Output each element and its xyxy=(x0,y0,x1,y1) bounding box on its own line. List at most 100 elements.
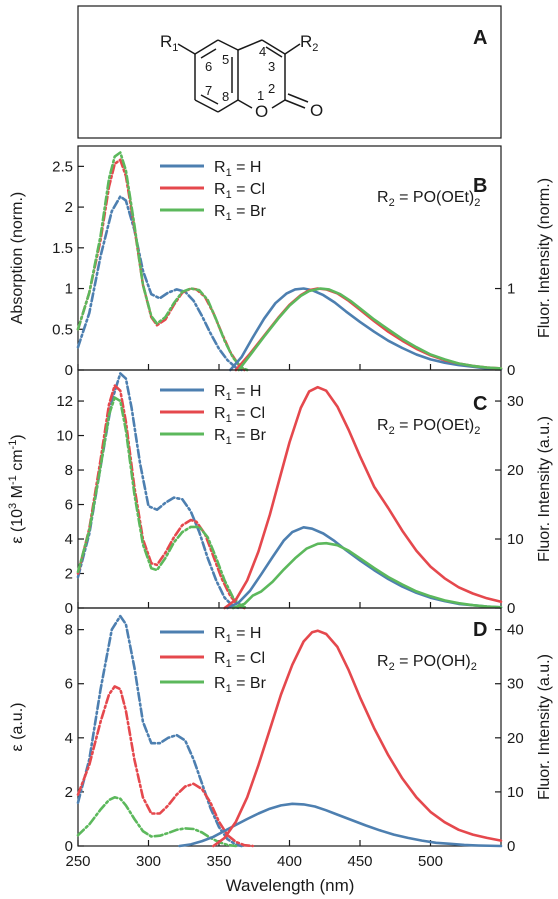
legend-label-br: R1 = Br xyxy=(214,203,267,223)
series-fluorescence-h xyxy=(229,287,503,372)
legend-label-cl: R1 = Cl xyxy=(214,181,265,201)
position-8: 8 xyxy=(222,89,229,104)
panel-c-annotation: R2 = PO(OEt)2 xyxy=(377,417,480,437)
panel-c-y2tick-label: 10 xyxy=(507,531,524,548)
series-fluorescence-cl xyxy=(223,385,503,610)
x-axis: 250 300 350 400 450 500 xyxy=(65,853,443,870)
panel-label-c: C xyxy=(473,393,487,415)
legend-label-br: R1 = Br xyxy=(214,427,267,447)
panel-label-d: D xyxy=(473,619,487,641)
panel-d-plot: 0 2 4 6 8 0 10 20 30 40 xyxy=(65,614,524,855)
panel-d-y2tick-label: 10 xyxy=(507,784,524,801)
panel-c-ytick-label: 2 xyxy=(65,566,73,583)
panel-c-ytick-label: 10 xyxy=(56,428,73,445)
panel-c-y2label: Fluor. Intensity (a.u.) xyxy=(536,416,553,562)
panel-b-ytick-label: 1 xyxy=(65,281,73,298)
panel-c-y2tick-label: 0 xyxy=(507,600,515,617)
series-fluorescence-br xyxy=(237,287,503,372)
series-fluorescence-h xyxy=(178,802,503,848)
position-3: 3 xyxy=(268,59,275,74)
panel-b-ytick-label: 2.5 xyxy=(52,158,73,175)
x-tick-label: 300 xyxy=(136,853,161,870)
structure-atoms: R1 R2 O O 5 4 6 3 7 8 1 2 xyxy=(160,32,323,121)
x-axis-label: Wavelength (nm) xyxy=(226,876,355,895)
x-tick-label: 400 xyxy=(277,853,302,870)
panel-b-ytick-label: 1.5 xyxy=(52,240,73,257)
panel-d-legend: R1 = H R1 = Cl R1 = Br xyxy=(160,625,267,695)
panel-c-ytick-label: 8 xyxy=(65,462,73,479)
x-tick-label: 450 xyxy=(347,853,372,870)
panel-c-y2tick-label: 20 xyxy=(507,462,524,479)
x-tick-label: 250 xyxy=(65,853,90,870)
panel-c-plot: 0 2 4 6 8 10 12 0 10 20 30 xyxy=(56,372,524,617)
panel-b-plot: 0 0.5 1 1.5 2 2.5 0 1 xyxy=(52,151,515,379)
panel-d-y2tick-label: 20 xyxy=(507,730,524,747)
panel-b-ytick-label: 0 xyxy=(65,362,73,379)
legend-label-h: R1 = H xyxy=(214,159,261,179)
panel-label-b: B xyxy=(473,175,487,197)
spectrum-panel-b: B R2 = PO(OEt)2 Absorption (norm.) Fluor… xyxy=(9,145,553,379)
panel-d-y2label: Fluor. Intensity (a.u.) xyxy=(536,654,553,800)
series-absorption-h xyxy=(76,372,240,610)
legend-label-cl: R1 = Cl xyxy=(214,405,265,425)
position-5: 5 xyxy=(222,52,229,67)
panel-d-y2tick-label: 30 xyxy=(507,676,524,693)
panel-c-legend: R1 = H R1 = Cl R1 = Br xyxy=(160,383,267,447)
position-1: 1 xyxy=(257,88,264,103)
position-4: 4 xyxy=(259,44,266,59)
series-fluorescence-cl xyxy=(212,629,503,848)
panel-d-ytick-label: 6 xyxy=(65,676,73,693)
panel-c-ytick-label: 4 xyxy=(65,531,73,548)
panel-b-y2label: Fluor. Intensity (norm.) xyxy=(536,178,553,338)
panel-label-a: A xyxy=(473,27,487,49)
panel-d-annotation: R2 = PO(OH)2 xyxy=(377,653,477,673)
panel-d-frame xyxy=(77,607,502,847)
panel-d-y2tick-label: 0 xyxy=(507,838,515,855)
x-tick-label: 500 xyxy=(418,853,443,870)
panel-d-ytick-label: 0 xyxy=(65,838,73,855)
panel-d-ytick-label: 4 xyxy=(65,730,73,747)
series-absorption-cl xyxy=(76,384,246,610)
panel-d-ylabel: ε (a.u.) xyxy=(9,703,26,752)
series-absorption-br xyxy=(76,151,249,372)
series-fluorescence-h xyxy=(226,525,503,610)
series-absorption-h xyxy=(76,195,243,372)
panel-b-y2tick-label: 1 xyxy=(507,281,515,298)
panel-d-ytick-label: 2 xyxy=(65,784,73,801)
legend-label-h: R1 = H xyxy=(214,625,261,645)
position-7: 7 xyxy=(205,83,212,98)
panel-b-ytick-label: 0.5 xyxy=(52,321,73,338)
carbonyl-oxygen: O xyxy=(310,101,323,120)
panel-b-y2tick-label: 0 xyxy=(507,362,515,379)
panel-c-ytick-label: 12 xyxy=(56,393,73,410)
x-tick-label: 350 xyxy=(206,853,231,870)
panel-c-ytick-label: 6 xyxy=(65,497,73,514)
series-absorption-cl xyxy=(76,685,255,848)
series-absorption-br xyxy=(76,795,238,848)
panel-b-ylabel: Absorption (norm.) xyxy=(9,192,26,325)
panel-c-ylabel: ε (103 M-1 cm-1) xyxy=(7,434,26,543)
position-2: 2 xyxy=(268,81,275,96)
legend-label-cl: R1 = Cl xyxy=(214,650,265,670)
panel-d-y2tick-label: 40 xyxy=(507,622,524,639)
spectrum-panel-d: D R2 = PO(OH)2 ε (a.u.) Fluor. Intensity… xyxy=(9,607,553,855)
coumarin-skeleton xyxy=(177,39,309,113)
panel-d-ytick-label: 8 xyxy=(65,622,73,639)
series-fluorescence-br xyxy=(231,541,503,610)
r1-label: R1 xyxy=(160,32,178,54)
structure-panel: A R1 xyxy=(77,5,502,139)
structure-frame xyxy=(77,5,502,139)
panel-b-annotation: R2 = PO(OEt)2 xyxy=(377,189,480,209)
ring-oxygen: O xyxy=(255,102,268,121)
legend-label-br: R1 = Br xyxy=(214,675,267,695)
series-absorption-h xyxy=(76,614,243,848)
position-6: 6 xyxy=(205,59,212,74)
panel-c-ytick-label: 0 xyxy=(65,600,73,617)
spectrum-panel-c: C R2 = PO(OEt)2 ε (103 M-1 cm-1) Fluor. … xyxy=(7,369,553,617)
legend-label-h: R1 = H xyxy=(214,383,261,403)
panel-b-ytick-label: 2 xyxy=(65,199,73,216)
panel-c-y2tick-label: 30 xyxy=(507,393,524,410)
series-absorption-br xyxy=(76,396,249,610)
r2-label: R2 xyxy=(300,32,318,54)
